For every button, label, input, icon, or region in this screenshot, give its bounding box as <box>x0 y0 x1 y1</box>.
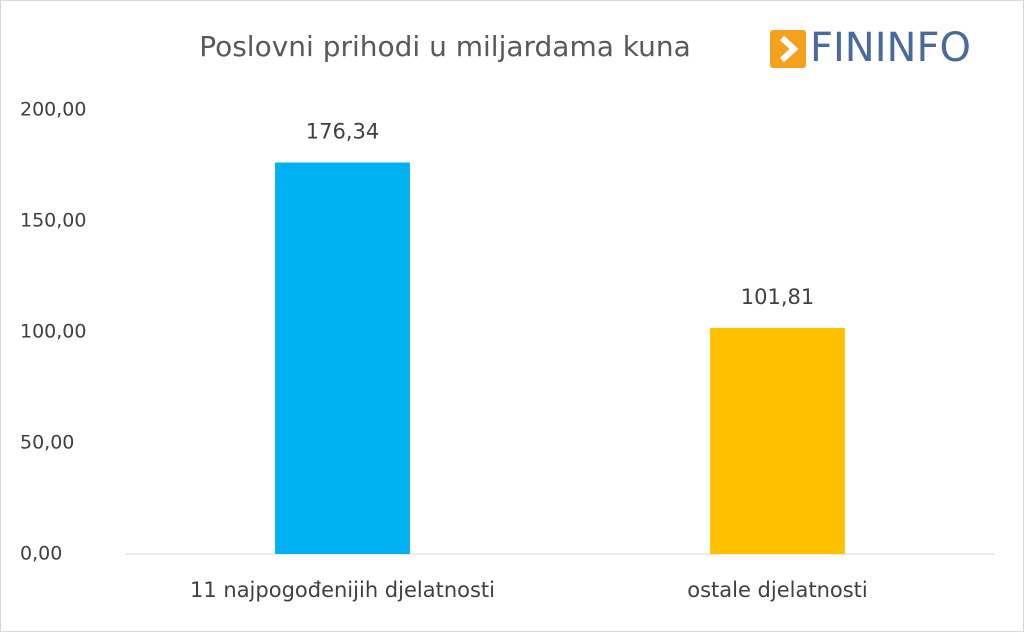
y-tick-label: 150,00 <box>20 210 86 232</box>
y-tick-label: 200,00 <box>20 99 86 121</box>
bar <box>710 327 845 554</box>
logo-arrow <box>779 35 799 63</box>
y-tick-label: 100,00 <box>20 321 86 343</box>
y-tick-label: 0,00 <box>20 543 62 565</box>
logo-icon <box>770 30 806 68</box>
logo-text: FININFO <box>810 25 971 71</box>
bar <box>275 162 410 554</box>
logo: FININFO <box>770 25 971 71</box>
data-label: 176,34 <box>306 120 379 144</box>
y-tick-label: 50,00 <box>20 432 74 454</box>
chart-title: Poslovni prihodi u miljardama kuna <box>199 30 691 63</box>
data-label: 101,81 <box>741 285 814 309</box>
x-tick-label: ostale djelatnosti <box>687 578 868 602</box>
x-tick-label: 11 najpogođenijih djelatnosti <box>190 578 495 602</box>
